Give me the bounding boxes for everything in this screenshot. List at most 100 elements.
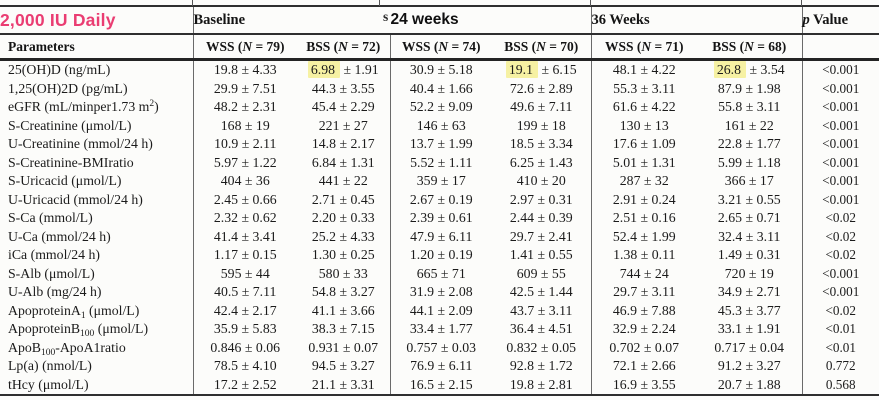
value-cell: 0.931 ± 0.07: [308, 339, 379, 355]
value-cell: 5.01 ± 1.31: [590, 153, 697, 172]
value-cell: 1.20 ± 0.19: [389, 246, 492, 265]
value-cell: 2.97 ± 0.31: [509, 191, 573, 207]
p-value-cell: <0.02: [801, 209, 879, 228]
value-cell: 36.4 ± 4.51: [509, 321, 573, 336]
value-cell: 22.8 ± 1.77: [717, 136, 781, 151]
subheader-row: Parameters WSS (N = 79) BSS (N = 72) WSS…: [0, 34, 879, 61]
value-cell: 410 ± 20: [516, 173, 566, 188]
table-row: S-Creatinine (μmol/L) 168 ± 19 221 ± 27 146…: [0, 116, 879, 135]
table-title-cell: 2,000 IU Daily: [0, 6, 193, 35]
p-value-cell: <0.02: [801, 246, 879, 265]
p-value-cell: <0.02: [801, 301, 879, 320]
value-cell: 94.5 ± 3.27: [311, 358, 375, 373]
value-cell: 19.1 ± 6.15: [492, 60, 591, 80]
value-cell: 2.45 ± 0.66: [192, 190, 297, 209]
p-value-cell: <0.01: [801, 338, 879, 357]
column-header-p-empty: [801, 34, 879, 61]
value-cell: 46.9 ± 7.88: [590, 301, 697, 320]
p-value-cell: <0.001: [801, 59, 879, 80]
group-header-p-value: p Value: [801, 6, 879, 35]
p-value-cell: <0.001: [801, 116, 879, 135]
parameter-name: tHcy (μmol/L): [8, 376, 89, 392]
value-cell: 26.8 ± 3.54: [697, 60, 802, 80]
highlighted-value: 6.98: [307, 61, 341, 78]
value-cell: 25.2 ± 4.33: [311, 228, 375, 244]
p-value-cell: <0.001: [801, 172, 879, 191]
table-row: 1,25(OH)2D (pg/mL) 29.9 ± 7.51 44.3 ± 3.55…: [0, 79, 879, 98]
p-value-cell: <0.001: [801, 153, 879, 172]
table-row: iCa (mmol/24 h) 1.17 ± 0.15 1.30 ± 0.25 1.2…: [0, 246, 879, 265]
value-cell: 48.1 ± 4.22: [590, 59, 697, 80]
value-cell: 1.41 ± 0.55: [509, 247, 573, 262]
value-cell: 0.702 ± 0.07: [590, 338, 697, 357]
parameter-name: 25(OH)D (ng/mL): [8, 62, 111, 77]
value-cell: 2.71 ± 0.45: [311, 191, 375, 207]
value-cell: 20.7 ± 1.88: [717, 376, 781, 392]
table-row: U-Uricacid (mmol/24 h) 2.45 ± 0.66 2.71 ± …: [0, 190, 879, 209]
value-cell: 34.9 ± 2.71: [717, 284, 781, 299]
value-cell: 1.17 ± 0.15: [192, 246, 297, 265]
column-header-bss-baseline: BSS (N = 72): [297, 34, 390, 61]
table-row: S-Creatinine-BMIratio 5.97 ± 1.22 6.84 ± 1…: [0, 153, 879, 172]
p-value-cell: <0.01: [801, 320, 879, 339]
value-cell: 199 ± 18: [516, 117, 566, 133]
table-row: 25(OH)D (ng/mL) 19.8 ± 4.33 6.98 ± 1.91 30.…: [0, 59, 879, 80]
value-cell: 168 ± 19: [192, 116, 297, 135]
value-cell: 441 ± 22: [318, 173, 368, 188]
parameter-name: iCa (mmol/24 h): [8, 247, 100, 262]
table-row: Lp(a) (nmol/L) 78.5 ± 4.10 94.5 ± 3.27 76.9…: [0, 357, 879, 376]
parameter-name: U-Uricacid (mmol/24 h): [8, 191, 143, 207]
column-header-bss-36w: BSS (N = 68): [697, 34, 802, 61]
parameter-name: 1,25(OH)2D (pg/mL): [8, 80, 128, 96]
value-cell: 14.8 ± 2.17: [311, 136, 375, 151]
parameter-name: ApoproteinA1 (μmol/L): [8, 302, 140, 321]
value-cell: 32.9 ± 2.24: [590, 320, 697, 339]
table-row: tHcy (μmol/L) 17.2 ± 2.52 21.1 ± 3.31 16.5 …: [0, 375, 879, 395]
value-cell: 72.1 ± 2.66: [590, 357, 697, 376]
value-cell: 5.52 ± 1.11: [389, 153, 492, 172]
value-cell: 2.65 ± 0.71: [717, 210, 781, 225]
value-cell: 2.91 ± 0.24: [590, 190, 697, 209]
value-cell: 0.832 ± 0.05: [506, 339, 577, 355]
value-cell: 41.4 ± 3.41: [192, 227, 297, 246]
parameter-name: U-Ca (mmol/24 h): [8, 228, 111, 244]
group-header-row: 2,000 IU Daily Baseline 24 weeks 36 Week…: [0, 6, 879, 35]
group-header-24-weeks: 24 weeks: [390, 6, 591, 35]
p-value-cell: 0.568: [801, 375, 879, 395]
value-cell: 45.4 ± 2.29: [311, 99, 375, 114]
value-cell: 5.97 ± 1.22: [192, 153, 297, 172]
value-cell: 32.4 ± 3.11: [718, 228, 781, 244]
value-cell: 44.1 ± 2.09: [389, 301, 492, 320]
value-cell: 29.9 ± 7.51: [192, 79, 297, 98]
value-cell: 33.1 ± 1.91: [717, 321, 781, 336]
parameter-name: U-Creatinine (mmol/24 h): [8, 136, 153, 151]
value-cell: 21.1 ± 3.31: [311, 376, 375, 392]
value-cell: 0.717 ± 0.04: [714, 339, 785, 355]
value-cell: 2.32 ± 0.62: [192, 209, 297, 228]
value-cell: 42.5 ± 1.44: [509, 284, 573, 299]
p-value-cell: <0.02: [801, 227, 879, 246]
value-cell: 366 ± 17: [724, 173, 774, 188]
value-cell: 29.7 ± 3.11: [590, 283, 697, 302]
parameter-name: S-Ca (mmol/L): [8, 210, 93, 225]
value-cell: 76.9 ± 6.11: [389, 357, 492, 376]
p-value-cell: <0.001: [801, 79, 879, 98]
value-cell: 30.9 ± 5.18: [389, 59, 492, 80]
value-cell: 49.6 ± 7.11: [510, 99, 573, 114]
value-cell: 16.5 ± 2.15: [389, 375, 492, 395]
value-cell: 31.9 ± 2.08: [389, 283, 492, 302]
parameter-name: S-Creatinine (μmol/L): [8, 117, 132, 133]
value-cell: 5.99 ± 1.18: [717, 154, 781, 170]
value-cell: 6.25 ± 1.43: [509, 154, 573, 170]
value-cell: 40.4 ± 1.66: [389, 79, 492, 98]
value-cell: 52.4 ± 1.99: [590, 227, 697, 246]
table-body: 25(OH)D (ng/mL) 19.8 ± 4.33 6.98 ± 1.91 30.…: [0, 59, 879, 395]
value-cell: 0.757 ± 0.03: [389, 338, 492, 357]
table-row: U-Creatinine (mmol/24 h) 10.9 ± 2.11 14.8 …: [0, 135, 879, 154]
value-cell: 16.9 ± 3.55: [590, 375, 697, 395]
value-cell: 2.51 ± 0.16: [590, 209, 697, 228]
value-cell: 161 ± 22: [724, 117, 774, 133]
p-value-cell: <0.001: [801, 98, 879, 117]
value-cell: 130 ± 13: [590, 116, 697, 135]
